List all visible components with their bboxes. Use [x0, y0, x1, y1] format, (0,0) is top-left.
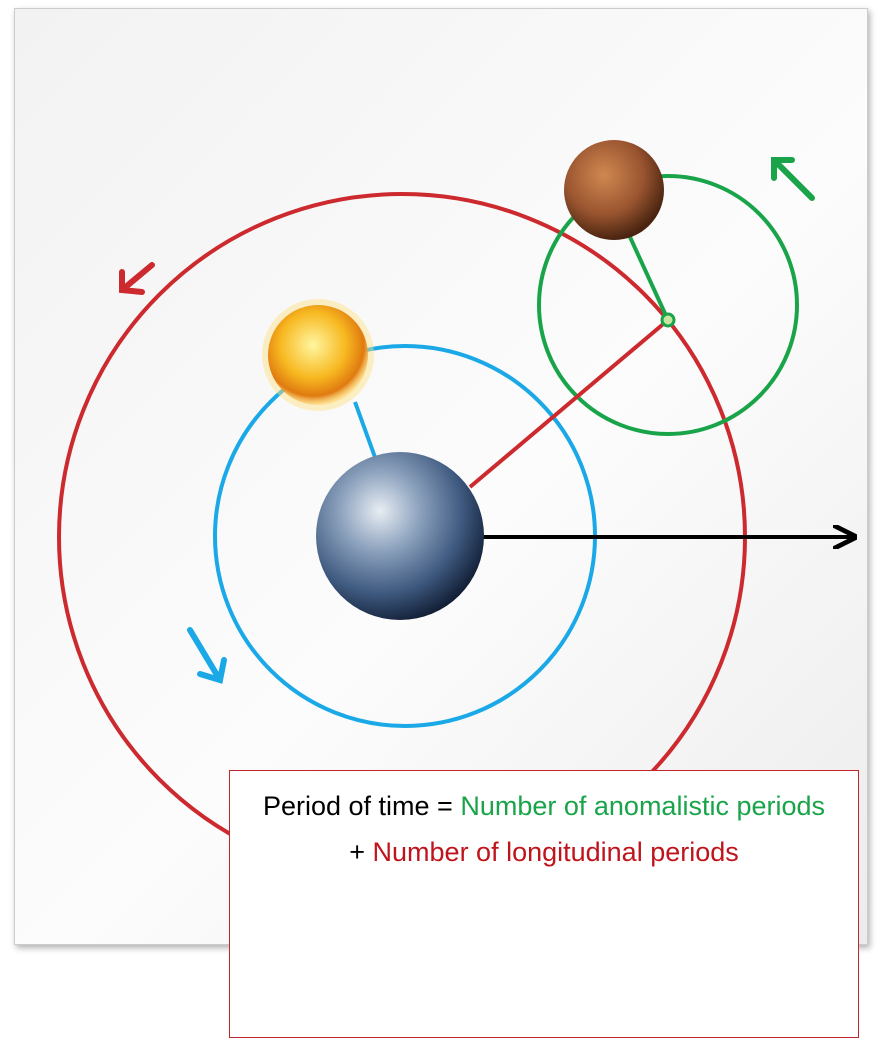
- red-arrow: [119, 262, 155, 295]
- mars: [564, 140, 664, 240]
- epicycle: [537, 174, 799, 436]
- caption-text: Period of time =: [262, 791, 461, 821]
- sun: [268, 305, 368, 405]
- green-arrow: [771, 157, 815, 201]
- green-radius: [628, 236, 670, 321]
- blue-arrow: [187, 627, 227, 684]
- caption-line: Period of time = Number of anomalistic p…: [230, 783, 858, 829]
- caption-line: + Number of longitudinal periods: [230, 829, 858, 875]
- epicycle-center: [660, 312, 676, 328]
- blue-radius: [353, 401, 378, 461]
- caption-highlight: Number of longitudinal periods: [372, 837, 739, 867]
- caption-highlight: Number of anomalistic periods: [460, 791, 826, 821]
- caption-text: +: [349, 837, 373, 867]
- direction-arrows: [119, 157, 815, 684]
- earth: [316, 452, 484, 620]
- caption-box: Period of time = Number of anomalistic p…: [229, 770, 859, 1038]
- red-radius: [468, 318, 670, 489]
